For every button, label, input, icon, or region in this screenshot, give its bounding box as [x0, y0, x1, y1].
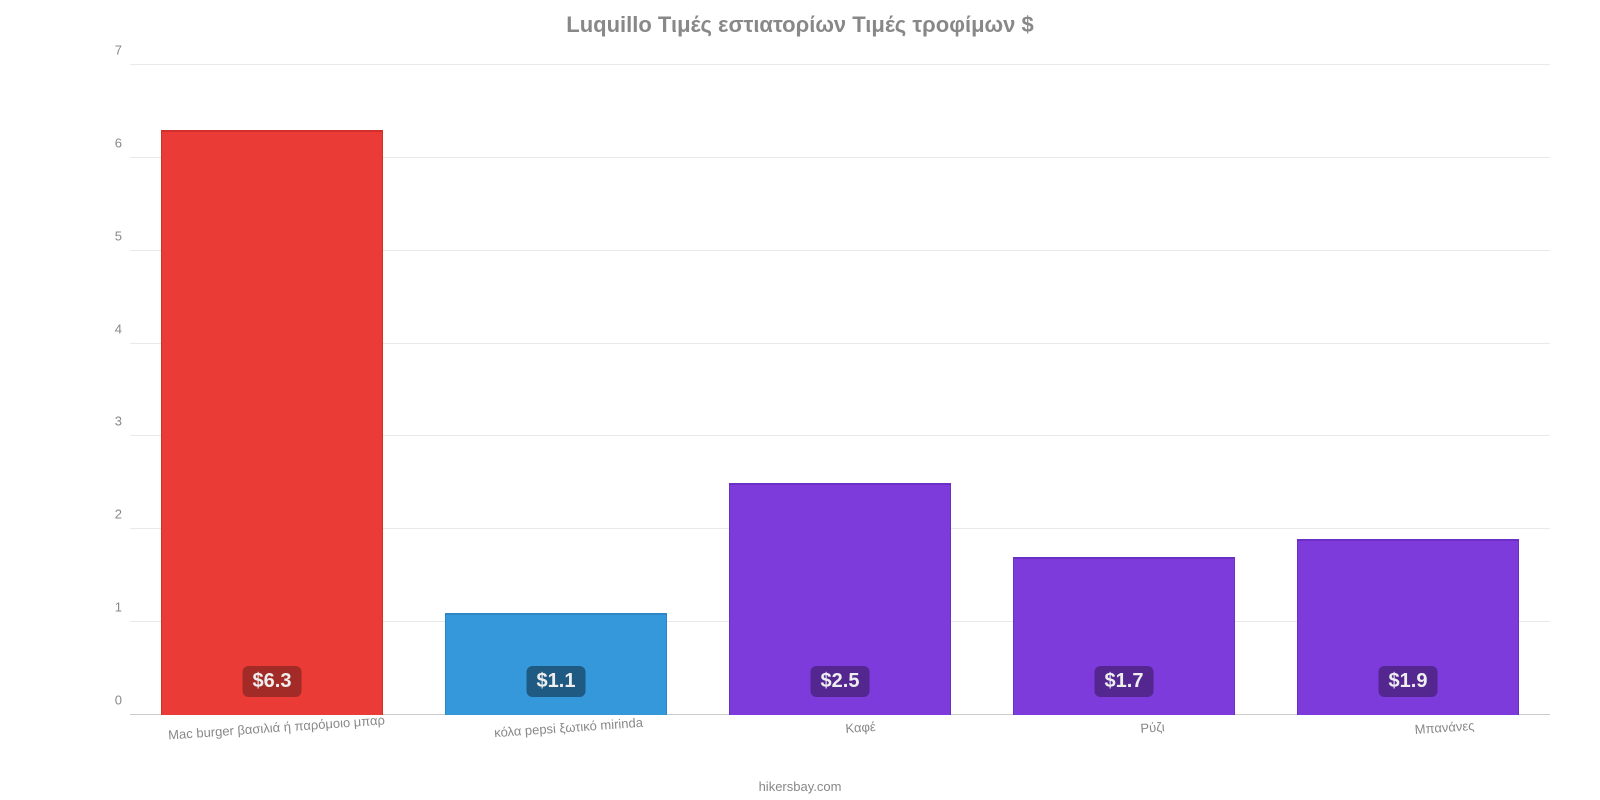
y-tick-label: 2	[115, 507, 122, 522]
x-tick-label: Mac burger βασιλιά ή παρόμοιο μπαρ	[168, 712, 386, 742]
x-tick-label: Μπανάνες	[1414, 718, 1475, 737]
y-tick-label: 3	[115, 414, 122, 429]
bar: $6.3	[161, 130, 383, 715]
bar: $2.5	[729, 483, 951, 715]
y-tick-label: 4	[115, 321, 122, 336]
plot-area: 01234567 $6.3$1.1$2.5$1.7$1.9	[130, 65, 1550, 715]
y-tick-label: 0	[115, 693, 122, 708]
bar-value-label: $6.3	[243, 666, 302, 697]
x-tick-label: κόλα pepsi ξωτικό mirinda	[494, 715, 644, 740]
chart-container: 01234567 $6.3$1.1$2.5$1.7$1.9	[100, 65, 1560, 715]
y-tick-label: 1	[115, 600, 122, 615]
y-tick-label: 6	[115, 135, 122, 150]
credit-text: hikersbay.com	[759, 779, 842, 794]
bar: $1.1	[445, 613, 667, 715]
x-tick-label: Καφέ	[845, 719, 876, 736]
y-tick-label: 7	[115, 43, 122, 58]
bar: $1.9	[1297, 539, 1519, 715]
chart-title: Luquillo Τιμές εστιατορίων Τιμές τροφίμω…	[0, 0, 1600, 38]
bar-value-label: $2.5	[811, 666, 870, 697]
bars-group: $6.3 $1.1 $2.5 $1.7 $1.9	[130, 65, 1550, 715]
bar: $1.7	[1013, 557, 1235, 715]
x-axis-labels: Mac burger βασιλιά ή παρόμοιο μπαρκόλα p…	[130, 720, 1590, 760]
y-tick-label: 5	[115, 228, 122, 243]
bar-value-label: $1.7	[1095, 666, 1154, 697]
bar-value-label: $1.9	[1379, 666, 1438, 697]
bar-value-label: $1.1	[527, 666, 586, 697]
x-tick-label: Ρύζι	[1140, 719, 1165, 736]
